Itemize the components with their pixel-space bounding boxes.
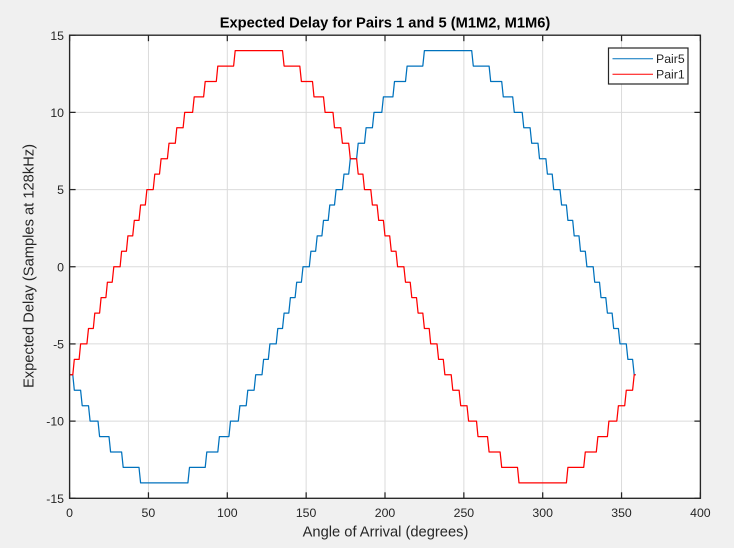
svg-text:5: 5 [57, 183, 64, 197]
svg-text:0: 0 [66, 506, 73, 520]
svg-text:150: 150 [296, 506, 317, 520]
svg-text:-15: -15 [46, 492, 64, 506]
svg-text:0: 0 [57, 260, 64, 274]
svg-text:300: 300 [532, 506, 553, 520]
svg-text:Angle of Arrival (degrees): Angle of Arrival (degrees) [303, 525, 469, 541]
svg-text:15: 15 [50, 29, 64, 43]
svg-text:400: 400 [690, 506, 711, 520]
svg-text:200: 200 [375, 506, 396, 520]
svg-text:-5: -5 [53, 338, 64, 352]
svg-text:100: 100 [217, 506, 238, 520]
svg-text:Expected Delay (Samples at 128: Expected Delay (Samples at 128kHz) [22, 144, 38, 388]
svg-text:50: 50 [142, 506, 156, 520]
svg-text:250: 250 [454, 506, 475, 520]
svg-text:-10: -10 [46, 415, 64, 429]
svg-text:Pair1: Pair1 [656, 68, 685, 82]
svg-text:Expected Delay for Pairs 1 and: Expected Delay for Pairs 1 and 5 (M1M2, … [220, 15, 551, 31]
svg-text:350: 350 [611, 506, 632, 520]
svg-text:10: 10 [50, 106, 64, 120]
svg-text:Pair5: Pair5 [656, 52, 685, 66]
